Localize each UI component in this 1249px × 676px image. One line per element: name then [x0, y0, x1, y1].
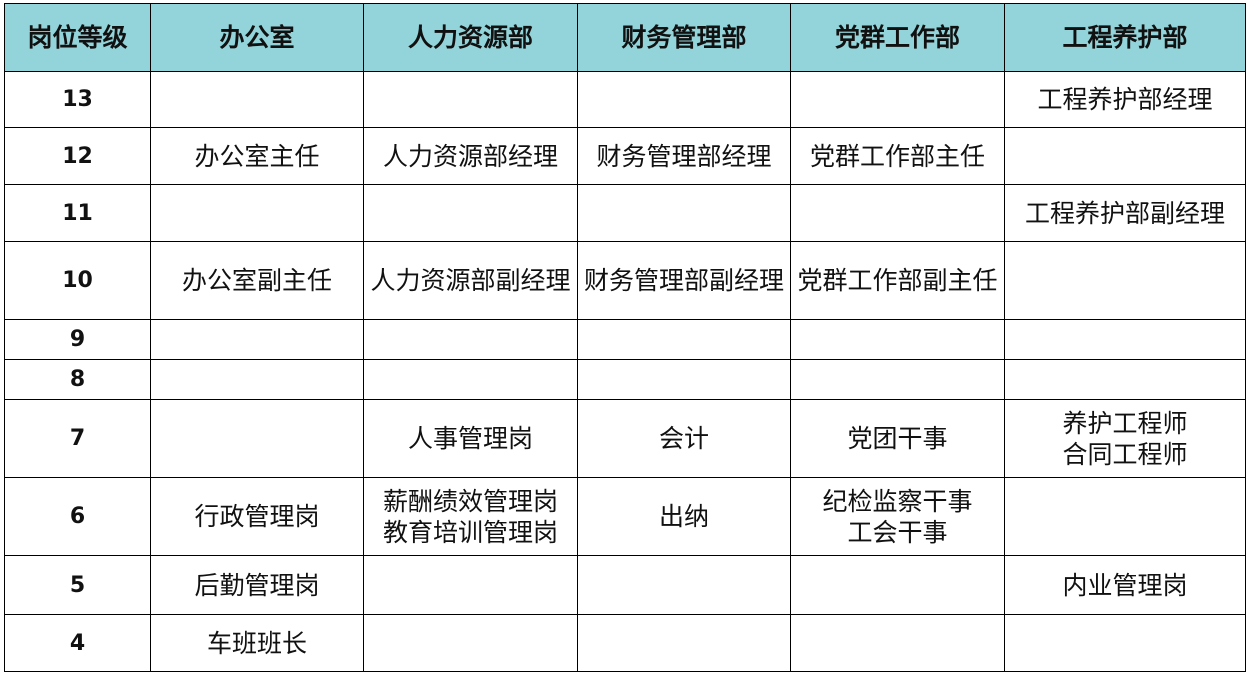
position-cell	[577, 614, 791, 672]
position-cell	[790, 71, 1005, 128]
grade-level-cell: 8	[4, 359, 151, 400]
position-cell: 办公室主任	[150, 127, 364, 185]
column-header: 财务管理部	[577, 3, 791, 72]
grade-level-cell: 6	[4, 477, 151, 556]
table-row: 13 工程养护部经理	[4, 71, 1246, 128]
position-cell: 纪检监察干事 工会干事	[790, 477, 1005, 556]
position-cell: 党团干事	[790, 399, 1005, 478]
table-row: 12 办公室主任 人力资源部经理 财务管理部经理 党群工作部主任	[4, 127, 1246, 185]
column-header: 党群工作部	[790, 3, 1005, 72]
table-row: 4 车班班长	[4, 614, 1246, 672]
position-cell: 人力资源部经理	[363, 127, 578, 185]
position-cell	[577, 359, 791, 400]
column-header: 工程养护部	[1004, 3, 1246, 72]
position-cell: 养护工程师 合同工程师	[1004, 399, 1246, 478]
position-cell: 薪酬绩效管理岗 教育培训管理岗	[363, 477, 578, 556]
grade-level-cell: 7	[4, 399, 151, 478]
column-header: 人力资源部	[363, 3, 578, 72]
table-row: 10 办公室副主任 人力资源部副经理 财务管理部副经理 党群工作部副主任	[4, 241, 1246, 320]
position-grade-table: 岗位等级 办公室 人力资源部 财务管理部 党群工作部 工程养护部 13 工程养护部经理 12 办…	[4, 3, 1246, 672]
grade-level-cell: 13	[4, 71, 151, 128]
position-cell	[790, 555, 1005, 615]
position-cell: 会计	[577, 399, 791, 478]
grade-level-cell: 11	[4, 184, 151, 242]
grade-level-cell: 12	[4, 127, 151, 185]
position-cell	[790, 359, 1005, 400]
position-cell: 人事管理岗	[363, 399, 578, 478]
position-cell	[150, 399, 364, 478]
table-row: 5 后勤管理岗 内业管理岗	[4, 555, 1246, 615]
position-cell	[363, 184, 578, 242]
grade-level-cell: 10	[4, 241, 151, 320]
position-cell	[790, 614, 1005, 672]
grade-level-cell: 9	[4, 319, 151, 360]
position-cell: 内业管理岗	[1004, 555, 1246, 615]
position-cell: 办公室副主任	[150, 241, 364, 320]
position-cell	[1004, 127, 1246, 185]
position-cell	[1004, 319, 1246, 360]
position-cell: 后勤管理岗	[150, 555, 364, 615]
position-cell	[363, 555, 578, 615]
position-cell	[790, 319, 1005, 360]
position-cell	[577, 319, 791, 360]
position-cell: 工程养护部副经理	[1004, 184, 1246, 242]
table-row: 9	[4, 319, 1246, 360]
table-row: 8	[4, 359, 1246, 400]
position-cell	[150, 359, 364, 400]
position-cell	[1004, 477, 1246, 556]
position-cell	[1004, 241, 1246, 320]
position-cell	[790, 184, 1005, 242]
position-cell: 出纳	[577, 477, 791, 556]
grade-level-cell: 4	[4, 614, 151, 672]
position-cell	[150, 71, 364, 128]
table-row: 11 工程养护部副经理	[4, 184, 1246, 242]
column-header: 岗位等级	[4, 3, 151, 72]
position-cell	[150, 319, 364, 360]
position-cell	[363, 614, 578, 672]
position-cell	[1004, 359, 1246, 400]
position-cell	[363, 319, 578, 360]
position-cell	[363, 71, 578, 128]
position-cell: 行政管理岗	[150, 477, 364, 556]
position-cell	[577, 184, 791, 242]
position-cell: 党群工作部主任	[790, 127, 1005, 185]
grade-level-cell: 5	[4, 555, 151, 615]
position-cell: 车班班长	[150, 614, 364, 672]
position-cell	[577, 555, 791, 615]
position-cell	[363, 359, 578, 400]
position-cell: 财务管理部经理	[577, 127, 791, 185]
position-cell	[577, 71, 791, 128]
column-header: 办公室	[150, 3, 364, 72]
table-row: 7 人事管理岗 会计 党团干事 养护工程师 合同工程师	[4, 399, 1246, 478]
position-cell: 党群工作部副主任	[790, 241, 1005, 320]
table-row: 6 行政管理岗 薪酬绩效管理岗 教育培训管理岗 出纳 纪检监察干事 工会干事	[4, 477, 1246, 556]
position-cell: 工程养护部经理	[1004, 71, 1246, 128]
header-row: 岗位等级 办公室 人力资源部 财务管理部 党群工作部 工程养护部	[4, 3, 1246, 72]
position-cell	[1004, 614, 1246, 672]
position-cell	[150, 184, 364, 242]
position-cell: 人力资源部副经理	[363, 241, 578, 320]
position-cell: 财务管理部副经理	[577, 241, 791, 320]
